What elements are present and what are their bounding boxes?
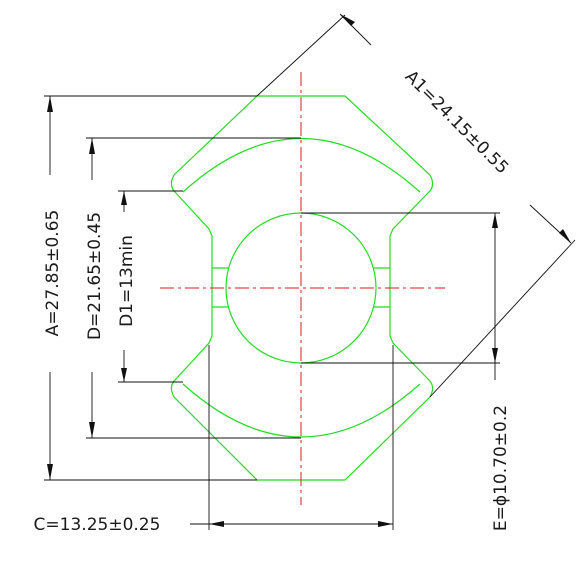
dim-d-label: D=21.65±0.45 bbox=[85, 212, 105, 340]
lower-arc bbox=[182, 383, 421, 438]
dim-a1-ext-upper bbox=[256, 14, 346, 97]
dimension-labels: A=27.85±0.65 D=21.65±0.45 D1=13min E=ϕ10… bbox=[34, 67, 513, 535]
dim-a1-label: A1=24.15±0.55 bbox=[401, 67, 512, 178]
dim-d-arrow-bottom bbox=[89, 422, 95, 438]
dim-d-arrow-top bbox=[89, 138, 95, 154]
dim-a-label: A=27.85±0.65 bbox=[43, 210, 63, 337]
dim-a1-ext-lower bbox=[429, 239, 576, 398]
dimension-lines bbox=[44, 13, 576, 530]
dim-a1-arrow-upper bbox=[340, 14, 355, 26]
dim-c-arrow-right bbox=[378, 521, 393, 527]
dim-d1-arrow-top bbox=[121, 191, 127, 205]
dim-a-arrow-bottom bbox=[47, 464, 53, 480]
upper-arc bbox=[182, 137, 421, 193]
dim-a1-arrow-lower bbox=[559, 229, 571, 243]
outer-contour bbox=[170, 95, 434, 481]
dim-e-arrow-bottom bbox=[492, 348, 498, 363]
dim-d1-label: D1=13min bbox=[117, 235, 137, 327]
dim-c-label: C=13.25±0.25 bbox=[34, 515, 161, 535]
centerlines bbox=[160, 72, 445, 505]
dim-a-arrow-top bbox=[47, 96, 53, 112]
dim-e-arrow-top bbox=[492, 213, 498, 228]
dim-e-label: E=ϕ10.70±0.2 bbox=[491, 405, 511, 531]
dim-d1-arrow-bottom bbox=[121, 368, 127, 382]
dim-c-arrow-left bbox=[209, 521, 224, 527]
